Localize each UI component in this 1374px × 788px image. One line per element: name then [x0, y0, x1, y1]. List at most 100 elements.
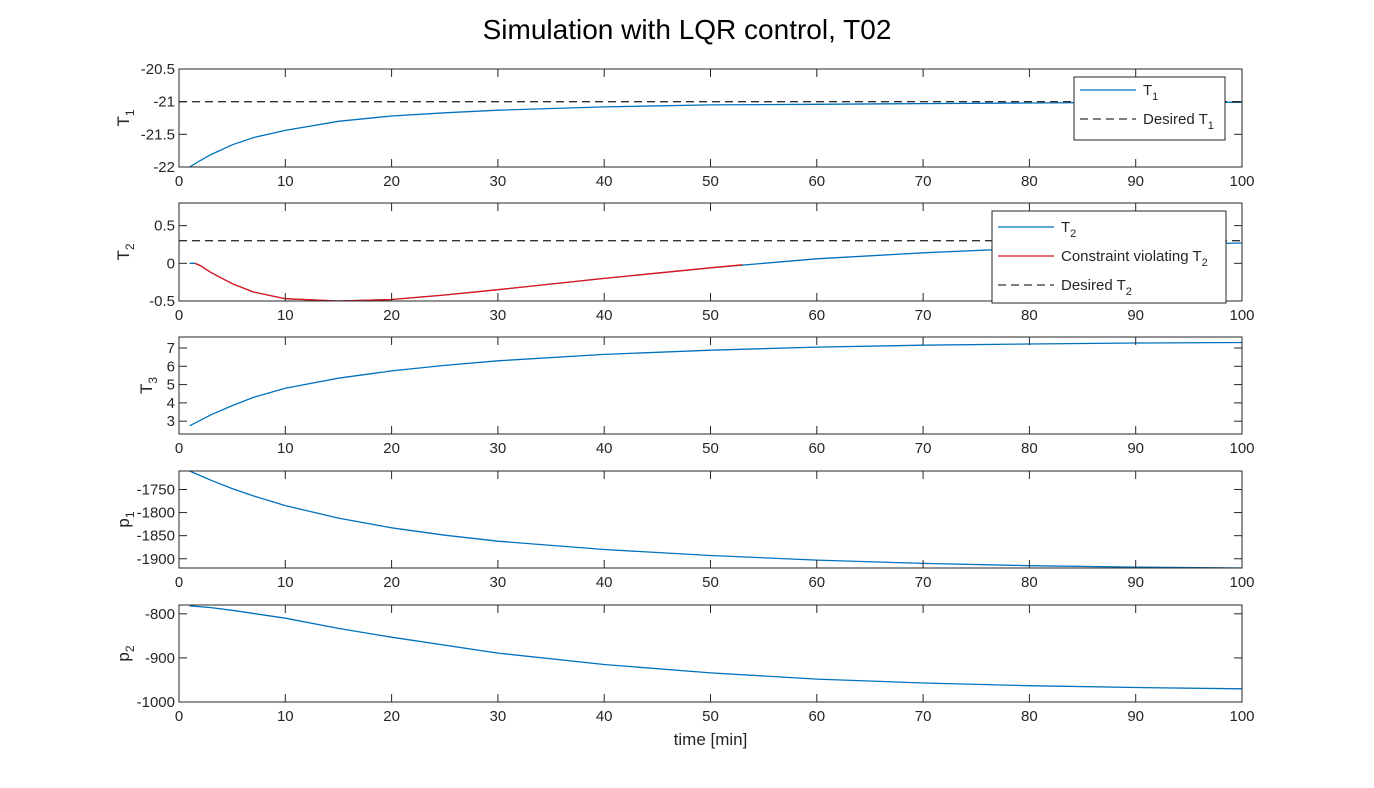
y-tick-label: -1850: [137, 528, 175, 545]
legend-entry: Desired T1: [1143, 111, 1214, 132]
series-line-4-1: [189, 471, 1242, 568]
series-line-3-1: [189, 341, 1242, 427]
x-tick-label: 70: [915, 440, 932, 457]
series-line-1-1: [189, 101, 1242, 167]
subplot-4: 0 10 20 30 40 50 60 70 80 90 100 -1900 -1850 -1800 -17…: [114, 470, 1255, 591]
x-tick-label: 0: [175, 574, 183, 591]
x-tick-label: 30: [490, 708, 507, 725]
y-tick-label: 4: [167, 395, 175, 412]
y-tick-label: -0.5: [149, 293, 175, 310]
x-tick-label: 80: [1021, 708, 1038, 725]
x-tick-label: 50: [702, 173, 719, 190]
series-line-2-2: [194, 262, 743, 301]
x-tick-label: 70: [915, 708, 932, 725]
x-tick-label: 10: [277, 708, 294, 725]
x-tick-label: 0: [175, 708, 183, 725]
subplot-2: 0 10 20 30 40 50 60 70 80 90 100-0.500.5T2T2Constr…: [114, 202, 1255, 324]
x-tick-label: 30: [490, 440, 507, 457]
subplot-1: 0 10 20 30 40 50 60 70 80 90 100 -22 -21.5 -21 -20.5 T1…: [114, 61, 1255, 190]
x-tick-label: 80: [1021, 307, 1038, 324]
x-tick-label: 80: [1021, 173, 1038, 190]
x-tick-label: 30: [490, 173, 507, 190]
x-tick-label: 20: [383, 440, 400, 457]
x-tick-label: 40: [596, 708, 613, 725]
y-axis-label: T1: [114, 109, 137, 126]
legend-entry: T1: [1143, 82, 1158, 103]
y-axis-label: T2: [114, 243, 137, 260]
x-tick-label: 60: [808, 574, 825, 591]
x-tick-label: 70: [915, 574, 932, 591]
x-tick-label: 50: [702, 574, 719, 591]
y-tick-label: -1750: [137, 481, 175, 498]
x-tick-label: 0: [175, 173, 183, 190]
y-tick-label: 3: [167, 413, 175, 430]
x-tick-label: 70: [915, 307, 932, 324]
x-tick-label: 100: [1229, 574, 1254, 591]
x-tick-label: 60: [808, 708, 825, 725]
axes-box: [178, 604, 1243, 703]
x-tick-label: 100: [1229, 307, 1254, 324]
x-tick-label: 50: [702, 307, 719, 324]
legend: T2 Constraint violating T2 Desired T2: [991, 210, 1227, 304]
x-tick-label: 20: [383, 307, 400, 324]
y-tick-label: 0: [167, 255, 175, 272]
y-tick-label: -21: [153, 94, 175, 111]
legend-entry: Desired T2: [1061, 277, 1132, 298]
y-tick-label: -1900: [137, 551, 175, 568]
chart-title: Simulation with LQR control, T02: [482, 14, 892, 45]
x-tick-label: 90: [1127, 173, 1144, 190]
y-tick-label: -20.5: [141, 61, 175, 78]
y-tick-label: -22: [153, 159, 175, 176]
x-tick-label: 20: [383, 173, 400, 190]
x-tick-label: 70: [915, 173, 932, 190]
x-tick-label: 80: [1021, 440, 1038, 457]
y-axis-label: p2: [114, 645, 137, 661]
y-tick-label: -800: [145, 606, 175, 623]
legend-entry: T2: [1061, 219, 1076, 240]
y-tick-label: 6: [167, 358, 175, 375]
x-tick-label: 90: [1127, 708, 1144, 725]
x-tick-label: 0: [175, 307, 183, 324]
x-tick-label: 60: [808, 440, 825, 457]
axes-box: [178, 470, 1243, 569]
legend-entry: Constraint violating T2: [1061, 248, 1208, 269]
axes-box: [178, 336, 1243, 435]
x-tick-label: 80: [1021, 574, 1038, 591]
x-tick-label: 50: [702, 708, 719, 725]
x-tick-label: 40: [596, 440, 613, 457]
x-tick-label: 40: [596, 173, 613, 190]
subplot-3: 0 10 20 30 40 50 60 70 80 90 100 345 67 T3: [137, 336, 1255, 457]
x-tick-label: 60: [808, 173, 825, 190]
y-tick-label: 5: [167, 377, 175, 394]
x-axis-label: time [min]: [674, 730, 748, 749]
legend: T1 Desired T1: [1073, 76, 1226, 141]
x-tick-label: 10: [277, 173, 294, 190]
x-tick-label: 10: [277, 307, 294, 324]
y-tick-label: -900: [145, 650, 175, 667]
x-tick-label: 20: [383, 574, 400, 591]
x-tick-label: 0: [175, 440, 183, 457]
x-tick-label: 30: [490, 574, 507, 591]
y-tick-label: -1000: [137, 694, 175, 711]
x-tick-label: 40: [596, 574, 613, 591]
y-tick-label: -21.5: [141, 126, 175, 143]
x-tick-label: 10: [277, 440, 294, 457]
y-tick-label: 7: [167, 340, 175, 357]
x-tick-label: 90: [1127, 307, 1144, 324]
x-tick-label: 100: [1229, 708, 1254, 725]
series-line-5-1: [189, 605, 1242, 690]
x-tick-label: 60: [808, 307, 825, 324]
y-tick-label: -1800: [137, 505, 175, 522]
subplot-5: 0 10 20 30 40 50 60 70 80 90 100 -1000 -900 -800 p2 tim…: [114, 604, 1255, 749]
x-tick-label: 100: [1229, 440, 1254, 457]
x-tick-label: 30: [490, 307, 507, 324]
y-tick-label: 0.5: [154, 218, 175, 235]
y-axis-label: p1: [114, 511, 137, 527]
x-tick-label: 100: [1229, 173, 1254, 190]
x-tick-label: 20: [383, 708, 400, 725]
x-tick-label: 90: [1127, 574, 1144, 591]
x-tick-label: 10: [277, 574, 294, 591]
x-tick-label: 90: [1127, 440, 1144, 457]
x-tick-label: 40: [596, 307, 613, 324]
